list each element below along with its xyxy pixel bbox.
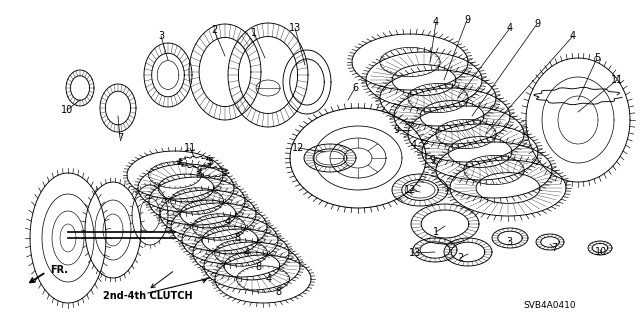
Text: 6: 6: [352, 83, 358, 93]
Text: 4: 4: [507, 23, 513, 33]
Text: 2: 2: [211, 25, 217, 35]
Text: 2nd-4th CLUTCH: 2nd-4th CLUTCH: [103, 291, 193, 301]
Text: 9: 9: [464, 15, 470, 25]
Text: 9: 9: [429, 155, 435, 165]
Text: 4: 4: [433, 17, 439, 27]
Text: 4: 4: [411, 140, 417, 150]
Text: 8: 8: [255, 262, 261, 272]
Text: 4: 4: [570, 31, 576, 41]
Text: 11: 11: [611, 75, 623, 85]
Text: 1: 1: [251, 28, 257, 38]
Text: 8: 8: [275, 287, 281, 297]
Text: 4: 4: [244, 248, 250, 258]
Text: 9: 9: [534, 19, 540, 29]
Text: 9: 9: [393, 125, 399, 135]
Text: 13: 13: [289, 23, 301, 33]
Text: 10: 10: [61, 105, 73, 115]
Text: 4: 4: [225, 217, 231, 227]
Text: 4: 4: [266, 274, 272, 284]
Text: 12: 12: [292, 143, 304, 153]
Text: 10: 10: [595, 247, 607, 257]
Text: 2: 2: [457, 253, 463, 263]
Text: FR.: FR.: [50, 265, 68, 275]
Text: 7: 7: [551, 243, 557, 253]
Text: 5: 5: [594, 53, 600, 63]
Text: 8: 8: [234, 233, 240, 243]
Text: 3: 3: [158, 31, 164, 41]
Text: 3: 3: [506, 237, 512, 247]
Text: 11: 11: [184, 143, 196, 153]
Text: 5: 5: [207, 157, 213, 167]
Text: 12: 12: [404, 185, 416, 195]
Text: SVB4A0410: SVB4A0410: [523, 300, 575, 309]
Text: 1: 1: [433, 227, 439, 237]
Text: 7: 7: [117, 133, 123, 143]
Text: 13: 13: [409, 248, 421, 258]
